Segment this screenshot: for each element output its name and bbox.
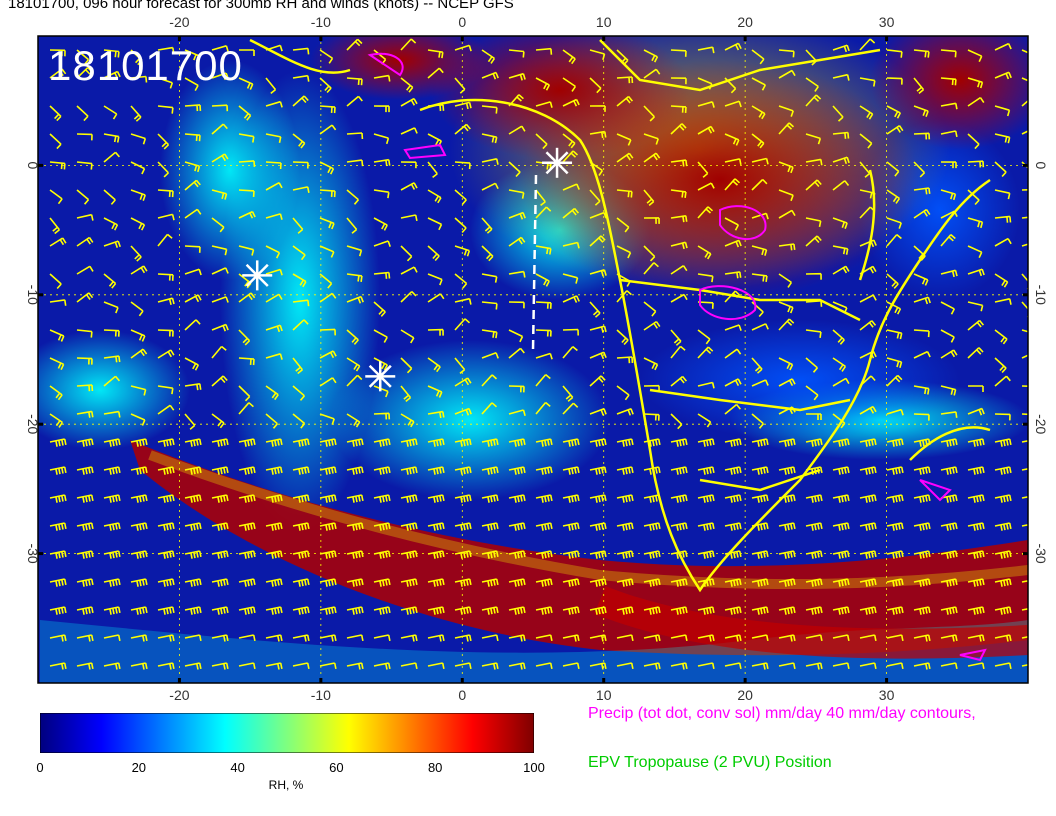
precip-legend: Precip (tot dot, conv sol) mm/day 40 mm/… [588,705,976,722]
lon-tick-bottom: -20 [169,687,189,700]
coastlines [249,38,991,593]
lat-tick-right: -30 [1033,543,1049,563]
lon-tick-bottom: 30 [879,687,895,700]
epv-legend: EPV Tropopause (2 PVU) Position [588,754,832,771]
lon-tick-bottom: -10 [311,687,331,700]
lat-tick-right: -20 [1033,414,1049,434]
lon-tick-top: 30 [879,14,895,30]
lat-tick-left: 0 [25,162,41,170]
lon-tick-bottom: 20 [737,687,753,700]
rh-field [38,36,1028,683]
colorbar-tick: 20 [131,760,147,775]
lon-tick-bottom: 0 [458,687,466,700]
storm-markers [242,147,573,392]
storm-marker-3 [542,147,573,178]
lat-tick-right: -10 [1033,285,1049,305]
date-stamp: 18101700 [48,42,243,89]
lat-tick-left: -10 [25,285,41,305]
lon-tick-top: 20 [737,14,753,30]
map-title: 18101700, 096 hour forecast for 300mb RH… [8,0,514,12]
lon-tick-bottom: 10 [596,687,612,700]
lon-tick-top: -20 [169,14,189,30]
map-axes: -20 -20 -10 -10 0 0 10 10 20 20 30 30 0 0 -10 -10 -20 -20… [25,14,1049,700]
storm-marker-2 [365,361,396,392]
lat-tick-left: -30 [25,543,41,563]
lon-tick-top: -10 [311,14,331,30]
lon-tick-top: 10 [596,14,612,30]
lon-tick-top: 0 [458,14,466,30]
precip-contours [367,52,987,662]
colorbar-tick: 40 [230,760,245,775]
lat-tick-right: 0 [1033,162,1049,170]
colorbar-tick: 0 [36,760,44,775]
wind-barbs [49,38,1028,670]
rh-colorbar [40,713,534,753]
colorbar-label: RH, % [268,778,304,792]
lat-tick-left: -20 [25,414,41,434]
colorbar-tick: 100 [523,760,545,775]
colorbar-tick: 60 [329,760,344,775]
map-panel: -20 -20 -10 -10 0 0 10 10 20 20 30 30 0 0 -10 -10 -20 -20… [25,14,1049,700]
colorbar-tick: 80 [427,760,443,775]
storm-marker-1 [242,260,273,291]
